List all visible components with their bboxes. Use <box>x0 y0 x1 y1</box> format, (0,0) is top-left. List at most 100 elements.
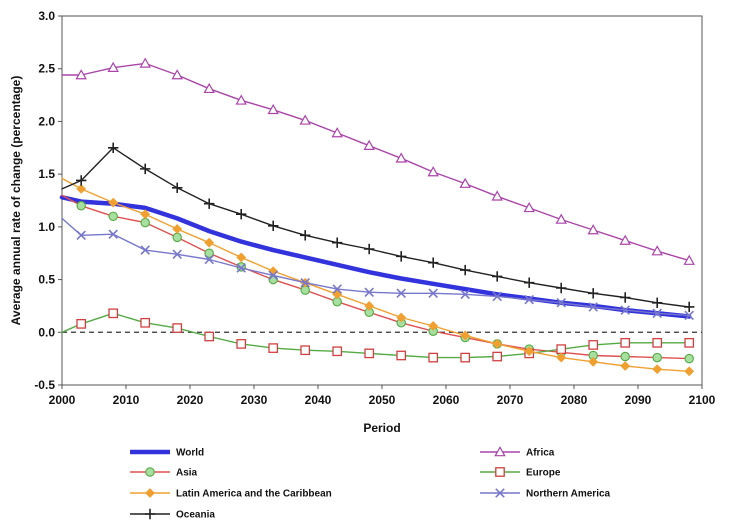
data-point-europe <box>396 350 407 361</box>
data-point-oceania <box>620 292 631 303</box>
x-tick-label: 2000 <box>49 393 76 407</box>
data-point-northern-america <box>524 294 534 305</box>
series-line-world <box>59 195 692 319</box>
series-line-europe <box>61 312 690 359</box>
y-tick-label: 1.0 <box>38 220 55 234</box>
data-point-africa <box>331 127 343 138</box>
data-point-northern-america <box>268 270 278 281</box>
data-point-asia <box>76 201 86 211</box>
data-point-oceania <box>268 220 279 232</box>
legend-swatch-marker <box>144 508 156 520</box>
y-tick-label: 0.5 <box>38 273 55 287</box>
data-point-northern-america <box>140 245 150 255</box>
data-point-asia <box>140 217 150 228</box>
data-point-africa <box>363 139 375 150</box>
data-point-northern-america <box>620 305 630 315</box>
data-point-latin-america-and-the-caribbean <box>460 330 471 341</box>
data-point-europe <box>204 331 215 342</box>
legend-label: Asia <box>176 468 198 479</box>
legend-swatch-marker <box>145 488 155 498</box>
series-africa <box>61 57 695 265</box>
data-point-africa <box>107 61 119 72</box>
data-point-oceania <box>108 142 119 153</box>
data-point-africa <box>235 94 247 105</box>
data-point-latin-america-and-the-caribbean <box>172 224 183 234</box>
axes <box>58 15 703 389</box>
data-point-latin-america-and-the-caribbean <box>108 197 119 208</box>
y-tick-label: 2.0 <box>38 114 55 128</box>
data-point-northern-america <box>556 298 566 308</box>
data-point-northern-america <box>364 287 374 297</box>
data-point-europe <box>428 352 439 363</box>
data-point-africa <box>171 69 183 80</box>
data-point-africa <box>587 224 599 235</box>
data-point-asia <box>108 211 118 222</box>
x-axis-title: Period <box>363 421 400 435</box>
data-point-asia <box>652 352 662 363</box>
data-point-oceania <box>172 182 183 194</box>
data-point-europe <box>236 339 247 349</box>
legend-item-world: World <box>130 448 204 459</box>
data-point-latin-america-and-the-caribbean <box>396 312 407 323</box>
data-point-oceania <box>556 282 567 294</box>
data-point-asia <box>620 351 630 362</box>
x-tick-label: 2040 <box>305 393 332 407</box>
data-point-latin-america-and-the-caribbean <box>556 352 567 363</box>
y-tick-label: 0.0 <box>38 325 55 339</box>
data-point-northern-america <box>108 229 118 240</box>
data-point-asia <box>204 248 214 258</box>
data-point-latin-america-and-the-caribbean <box>620 361 631 371</box>
x-tick-label: 2060 <box>433 393 460 407</box>
data-point-africa <box>267 103 279 115</box>
x-tick-label: 2100 <box>689 393 716 407</box>
data-point-oceania <box>460 264 471 276</box>
data-point-oceania <box>76 175 87 186</box>
legend-label: Oceania <box>176 510 215 521</box>
data-point-oceania <box>396 251 407 262</box>
legend-label: Northern America <box>526 489 611 500</box>
x-tick-label: 2010 <box>113 393 140 407</box>
data-point-africa <box>619 234 631 245</box>
legend-label: Europe <box>526 468 561 479</box>
data-point-africa <box>523 201 535 213</box>
data-point-latin-america-and-the-caribbean <box>236 252 247 263</box>
data-point-northern-america <box>236 263 246 273</box>
data-point-northern-america <box>428 288 438 299</box>
legend-swatch-marker <box>494 446 506 457</box>
data-point-latin-america-and-the-caribbean <box>588 356 599 367</box>
data-point-northern-america <box>172 249 182 260</box>
data-point-oceania <box>588 288 599 299</box>
y-tick-label: 2.5 <box>38 62 55 76</box>
data-point-africa <box>139 57 151 68</box>
data-point-europe <box>332 346 343 357</box>
x-tick-label: 2020 <box>177 393 204 407</box>
data-point-oceania <box>300 230 311 241</box>
series-asia <box>61 194 694 364</box>
data-point-latin-america-and-the-caribbean <box>364 301 375 311</box>
data-point-latin-america-and-the-caribbean <box>652 364 663 375</box>
series-europe <box>61 308 695 363</box>
legend-item-latin-america-and-the-caribbean: Latin America and the Caribbean <box>130 488 332 500</box>
legend-swatch-marker <box>145 467 155 477</box>
data-point-asia <box>172 232 182 243</box>
data-point-latin-america-and-the-caribbean <box>204 237 215 248</box>
data-point-europe <box>268 343 279 353</box>
data-point-northern-america <box>460 289 470 300</box>
data-point-northern-america <box>652 308 662 319</box>
data-point-oceania <box>140 163 151 175</box>
data-point-oceania <box>684 301 695 313</box>
legend-item-europe: Europe <box>480 467 561 479</box>
data-point-europe <box>140 317 151 328</box>
plot-frame <box>61 15 703 386</box>
data-point-europe <box>492 351 503 362</box>
data-point-africa <box>427 166 439 177</box>
data-point-northern-america <box>204 254 214 265</box>
data-point-europe <box>108 308 119 319</box>
data-point-latin-america-and-the-caribbean <box>524 346 535 357</box>
data-point-northern-america <box>492 291 502 302</box>
data-point-latin-america-and-the-caribbean <box>76 183 87 194</box>
series-latin-america-and-the-caribbean <box>61 177 695 377</box>
legend-item-northern-america: Northern America <box>480 488 611 500</box>
data-point-europe <box>556 344 567 355</box>
